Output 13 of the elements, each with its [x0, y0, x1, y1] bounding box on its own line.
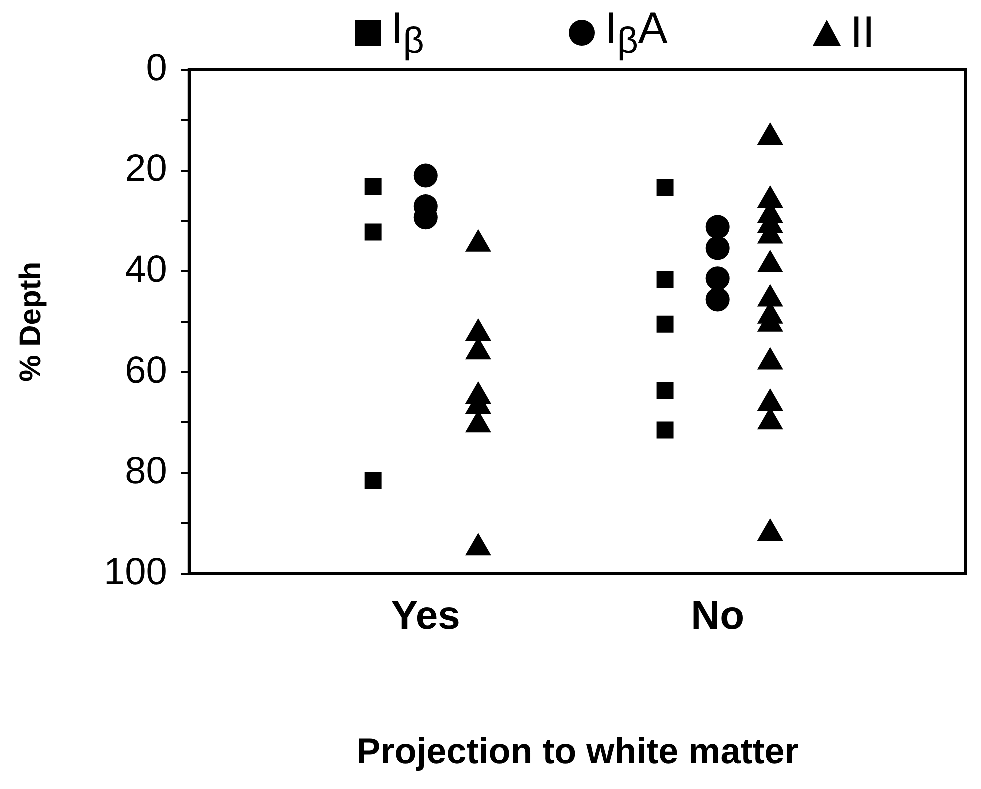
y-tick-label: 80 — [125, 450, 168, 493]
y-tick-label: 20 — [125, 148, 168, 190]
legend-label: I$_{β}$A — [605, 4, 668, 62]
y-tick-label: 40 — [125, 249, 168, 292]
legend-label: II — [850, 8, 875, 58]
y-axis-title: % Depth — [14, 262, 48, 382]
x-axis-title: Projection to white matter — [356, 730, 799, 772]
x-tick-label: No — [691, 594, 745, 638]
y-tick-label: 0 — [146, 47, 168, 90]
legend-label: I$_{β}$ — [391, 4, 424, 62]
x-tick-label: Yes — [391, 594, 460, 638]
y-tick-label: 60 — [125, 350, 168, 392]
y-tick-label: 100 — [104, 551, 168, 594]
